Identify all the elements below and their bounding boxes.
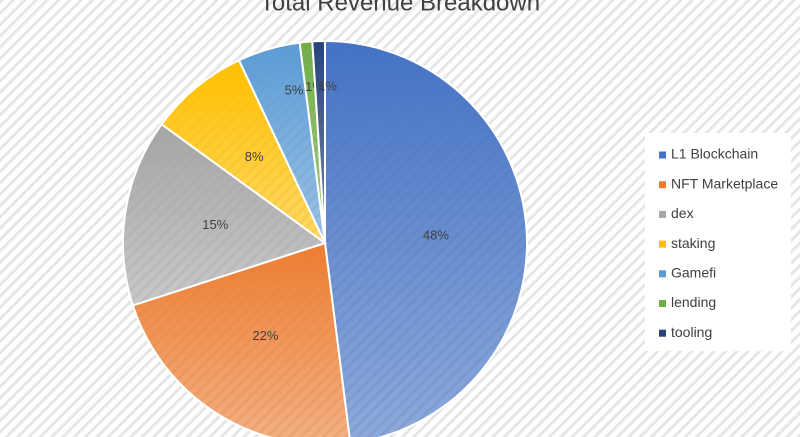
pie-slice xyxy=(131,241,351,437)
legend-marker xyxy=(659,210,666,218)
pie-slice xyxy=(324,39,528,437)
legend-label: dex xyxy=(671,205,694,221)
legend-label: lending xyxy=(671,294,716,310)
legend-marker xyxy=(659,181,666,189)
data-label: 48% xyxy=(423,227,449,242)
legend-label: NFT Marketplace xyxy=(671,175,778,191)
legend-label: Gamefi xyxy=(671,265,716,281)
data-label: 15% xyxy=(202,217,228,232)
legend-marker xyxy=(659,240,666,248)
legend-marker xyxy=(659,270,666,278)
legend-label: L1 Blockchain xyxy=(671,146,758,162)
data-label: 1% xyxy=(318,78,337,93)
legend-marker xyxy=(659,300,666,307)
legend-marker xyxy=(659,151,666,159)
legend-marker xyxy=(659,329,666,337)
legend-box xyxy=(645,133,791,351)
legend-label: staking xyxy=(671,235,715,251)
legend-label: tooling xyxy=(671,324,712,340)
chart-title: Total Revenue Breakdown xyxy=(260,0,540,16)
data-label: 5% xyxy=(285,83,304,98)
data-label: 8% xyxy=(245,149,264,164)
pie-slice xyxy=(122,122,328,307)
pie-slice xyxy=(160,58,326,244)
pie-slice xyxy=(311,39,326,244)
data-label: 22% xyxy=(252,328,278,343)
